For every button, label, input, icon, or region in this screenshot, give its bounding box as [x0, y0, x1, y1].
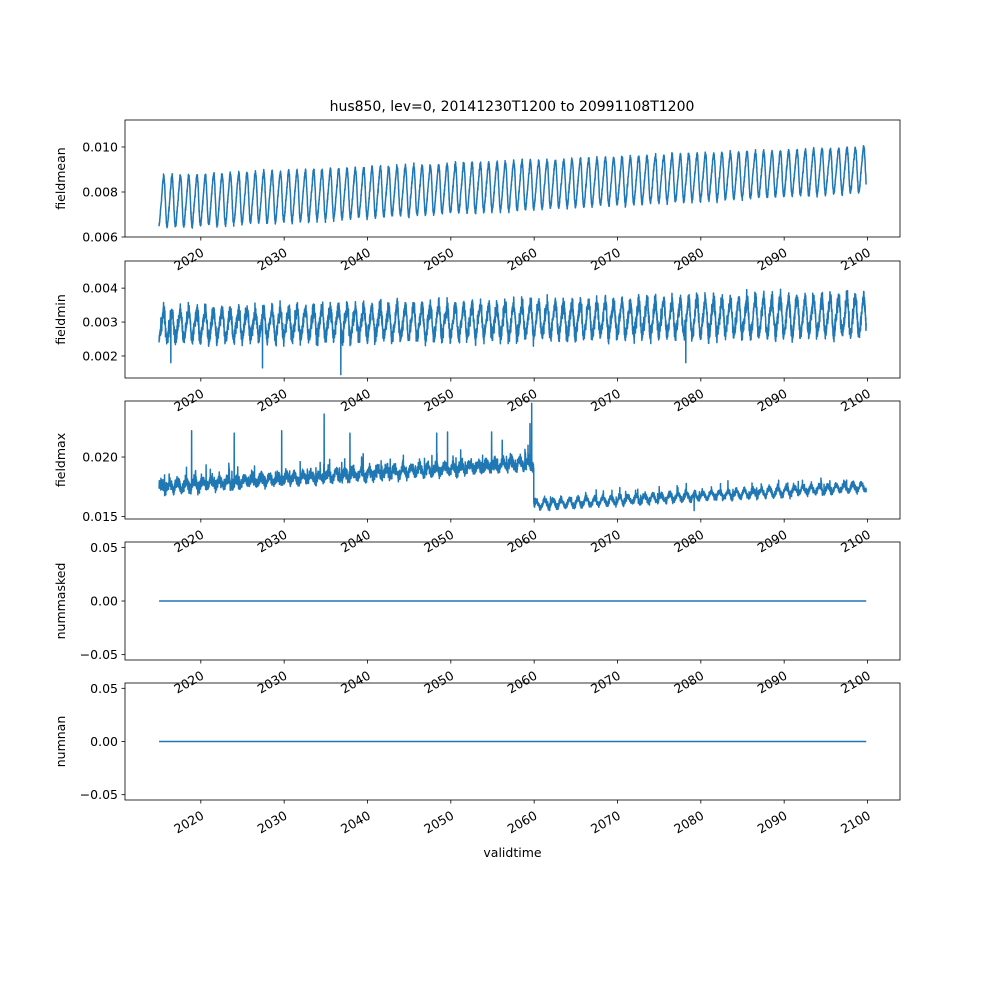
y-tick-label: 0.008	[82, 185, 118, 200]
axes-frame	[124, 119, 901, 238]
axes-frame	[124, 400, 901, 520]
y-tick-label: 0.006	[82, 230, 118, 245]
y-axis-label: fieldmean	[53, 147, 68, 209]
series-line-fieldmean	[158, 145, 867, 229]
y-axis-label: nummasked	[53, 563, 68, 640]
y-axis-label: fieldmax	[53, 433, 68, 487]
y-tick-label: 0.05	[90, 681, 118, 696]
y-tick-label: 0.004	[82, 281, 118, 296]
series-line-fieldmax	[158, 402, 867, 512]
x-axis-label: validtime	[483, 845, 541, 860]
axes-frame	[124, 260, 901, 379]
y-tick-label: 0.00	[90, 594, 118, 609]
y-tick-label: −0.05	[80, 787, 118, 802]
y-tick-label: 0.010	[82, 140, 118, 155]
y-axis-label: fieldmin	[53, 294, 68, 345]
y-tick-label: 0.003	[82, 315, 118, 330]
y-tick-label: 0.05	[90, 540, 118, 555]
y-tick-label: 0.002	[82, 348, 118, 363]
y-tick-label: 0.020	[82, 450, 118, 465]
figure-title: hus850, lev=0, 20141230T1200 to 20991108…	[330, 99, 695, 115]
y-tick-label: 0.015	[82, 509, 118, 524]
y-axis-label: numnan	[53, 716, 68, 768]
y-tick-label: −0.05	[80, 647, 118, 662]
y-tick-label: 0.00	[90, 734, 118, 749]
series-line-fieldmin	[158, 288, 867, 376]
